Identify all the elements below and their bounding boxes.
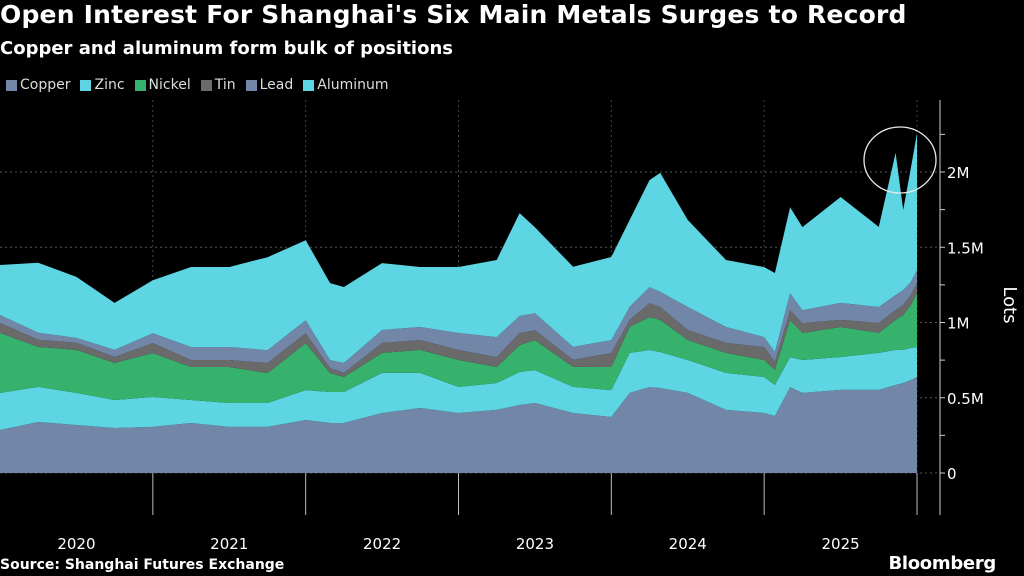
legend-label: Zinc <box>94 77 125 93</box>
legend-swatch <box>200 79 212 91</box>
legend-item-aluminum: Aluminum <box>303 77 389 93</box>
legend-swatch <box>80 79 92 91</box>
area-lead <box>0 270 917 373</box>
legend-swatch <box>6 79 17 91</box>
legend-label: Copper <box>20 77 71 93</box>
y-axis: 0 0.5M 1M 1.5M 2M <box>939 100 984 515</box>
legend-label: Tin <box>214 77 236 93</box>
y-tick-label: 2M <box>947 164 970 182</box>
x-axis: 2020 2021 2022 2023 2024 2025 <box>57 473 918 553</box>
chart-title: Open Interest For Shanghai's Six Main Me… <box>0 0 907 29</box>
area-zinc <box>0 347 917 430</box>
y-axis-label: Lots <box>999 286 1020 323</box>
y-tick-label: 0 <box>947 465 957 483</box>
source-note: Source: Shanghai Futures Exchange <box>0 557 285 573</box>
chart-subtitle: Copper and aluminum form bulk of positio… <box>0 38 453 59</box>
area-series <box>0 133 917 473</box>
area-tin <box>0 283 917 377</box>
area-copper <box>0 377 917 473</box>
legend-label: Lead <box>259 77 294 93</box>
legend-item-copper: Copper <box>6 77 70 93</box>
y-tick-label: 1.5M <box>947 239 984 257</box>
legend-item-zinc: Zinc <box>80 77 125 93</box>
record-peak-annotation-circle <box>863 126 937 194</box>
x-tick-label: 2021 <box>210 535 248 553</box>
bloomberg-logo: Bloomberg <box>888 553 996 574</box>
legend-label: Aluminum <box>317 77 389 93</box>
x-tick-label: 2022 <box>363 535 401 553</box>
y-tick-label: 0.5M <box>947 390 984 408</box>
legend-swatch <box>245 79 257 91</box>
legend-swatch <box>134 79 146 91</box>
legend: Copper Zinc Nickel Tin Lead Aluminum <box>6 77 389 93</box>
area-aluminum <box>0 133 917 363</box>
x-tick-label: 2020 <box>57 535 95 553</box>
x-tick-label: 2024 <box>669 535 707 553</box>
x-tick-label: 2023 <box>516 535 554 553</box>
y-tick-label: 1M <box>947 315 970 333</box>
legend-item-tin: Tin <box>200 77 236 93</box>
legend-item-lead: Lead <box>245 77 294 93</box>
x-tick-label: 2025 <box>821 535 859 553</box>
legend-label: Nickel <box>148 77 191 93</box>
legend-swatch <box>303 79 315 91</box>
area-nickel <box>0 293 917 403</box>
legend-item-nickel: Nickel <box>134 77 191 93</box>
